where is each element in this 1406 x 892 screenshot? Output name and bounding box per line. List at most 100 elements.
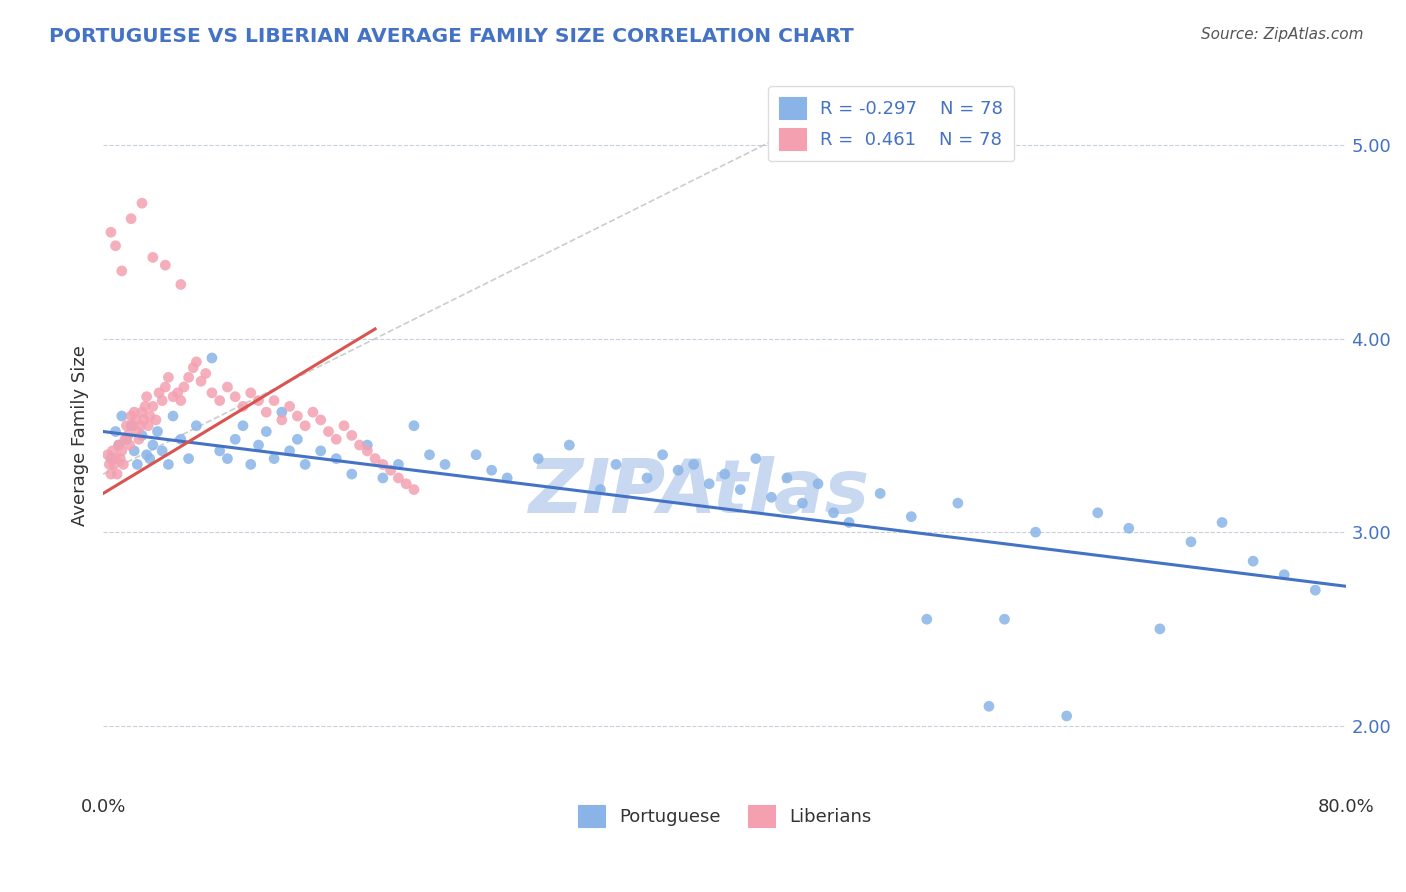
Legend: Portuguese, Liberians: Portuguese, Liberians (571, 798, 879, 834)
Point (131, 196, 153, 211)
Point (254, 405, 277, 419)
Text: Source: ZipAtlas.com: Source: ZipAtlas.com (1201, 27, 1364, 42)
Point (97, 448, 120, 462)
Point (131, 405, 153, 419)
Point (190, 374, 212, 388)
Y-axis label: Average Family Size: Average Family Size (72, 345, 89, 525)
Point (287, 432, 309, 446)
Point (145, 413, 167, 427)
Point (380, 463, 402, 477)
Point (434, 458, 457, 472)
Point (173, 380, 195, 394)
Point (148, 385, 170, 400)
Point (364, 451, 387, 466)
Point (278, 443, 301, 458)
Point (1241, 554, 1264, 568)
Point (278, 400, 301, 414)
Point (105, 467, 128, 481)
Point (325, 432, 347, 446)
Point (481, 463, 503, 477)
Point (157, 370, 180, 384)
Point (666, 463, 689, 477)
Point (100, 225, 122, 239)
Point (177, 451, 200, 466)
Point (713, 467, 735, 481)
Point (776, 471, 799, 485)
Point (651, 448, 673, 462)
Point (166, 385, 188, 400)
Point (558, 438, 581, 452)
Point (155, 380, 177, 394)
Point (118, 438, 141, 452)
Point (111, 443, 134, 458)
Point (125, 413, 148, 427)
Point (823, 506, 845, 520)
Point (131, 428, 153, 442)
Point (104, 239, 127, 253)
Point (745, 451, 768, 466)
Point (589, 483, 612, 497)
Point (103, 458, 125, 472)
Point (208, 393, 231, 408)
Point (104, 425, 127, 439)
Point (115, 418, 138, 433)
Point (127, 458, 149, 472)
Point (162, 390, 184, 404)
Point (117, 428, 139, 442)
Point (294, 458, 316, 472)
Point (170, 277, 193, 292)
Point (309, 413, 332, 427)
Point (263, 451, 285, 466)
Point (98, 458, 121, 472)
Point (387, 471, 409, 485)
Point (387, 458, 409, 472)
Point (110, 451, 132, 466)
Point (107, 438, 129, 452)
Point (356, 438, 378, 452)
Point (402, 418, 425, 433)
Point (402, 483, 425, 497)
Point (100, 467, 122, 481)
Point (136, 418, 159, 433)
Point (605, 458, 627, 472)
Point (142, 251, 165, 265)
Point (418, 448, 440, 462)
Point (807, 476, 830, 491)
Text: PORTUGUESE VS LIBERIAN AVERAGE FAMILY SIZE CORRELATION CHART: PORTUGUESE VS LIBERIAN AVERAGE FAMILY SI… (49, 27, 853, 45)
Point (100, 451, 122, 466)
Point (239, 458, 262, 472)
Point (146, 425, 169, 439)
Point (111, 409, 134, 423)
Point (142, 438, 165, 452)
Point (186, 418, 208, 433)
Point (115, 432, 138, 446)
Point (838, 516, 860, 530)
Point (254, 425, 277, 439)
Point (325, 451, 347, 466)
Point (208, 443, 231, 458)
Point (150, 443, 173, 458)
Point (135, 390, 157, 404)
Point (792, 496, 814, 510)
Point (333, 418, 356, 433)
Point (120, 418, 142, 433)
Point (104, 451, 127, 466)
Point (181, 360, 204, 375)
Point (107, 438, 129, 452)
Point (142, 400, 165, 414)
Point (201, 385, 224, 400)
Point (697, 476, 720, 491)
Point (465, 448, 488, 462)
Point (371, 471, 394, 485)
Point (270, 413, 292, 427)
Point (340, 467, 363, 481)
Point (1211, 516, 1233, 530)
Point (150, 393, 173, 408)
Point (371, 458, 394, 472)
Point (287, 409, 309, 423)
Point (527, 451, 550, 466)
Point (1056, 709, 1078, 723)
Point (177, 370, 200, 384)
Point (217, 451, 239, 466)
Point (224, 432, 246, 446)
